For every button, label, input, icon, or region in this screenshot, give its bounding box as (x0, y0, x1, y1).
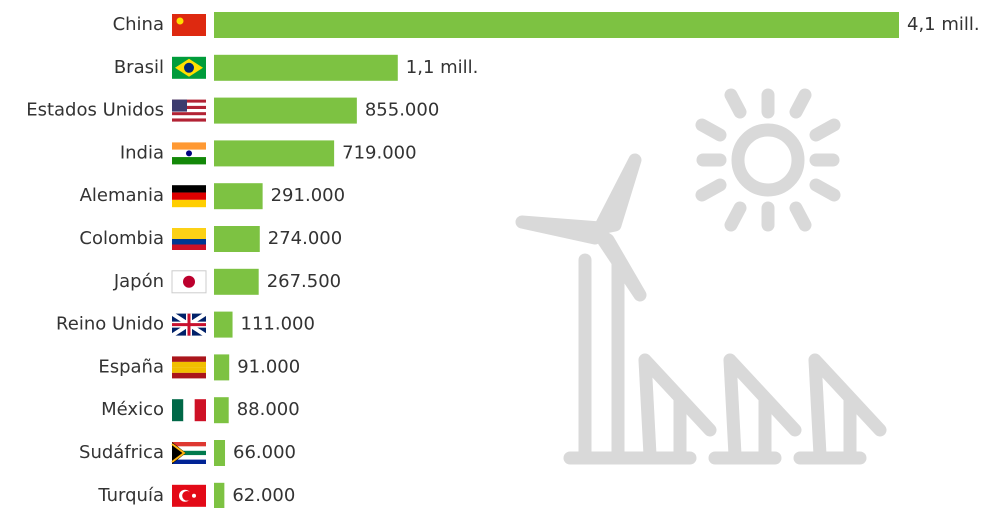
flag-part (172, 356, 206, 362)
value-label: 1,1 mill. (406, 57, 479, 78)
flag-part (172, 460, 206, 464)
category-label: China (113, 14, 164, 35)
category-label: Brasil (114, 57, 164, 78)
flag (172, 100, 206, 122)
flag (172, 314, 206, 336)
flag-part (172, 362, 206, 368)
category-label: Reino Unido (56, 314, 164, 335)
flag (172, 442, 206, 464)
flag-part (172, 442, 206, 446)
flag-part (172, 200, 206, 207)
flag-part (172, 100, 187, 112)
flag-part (172, 193, 206, 200)
bar (214, 354, 229, 380)
flag (172, 271, 206, 293)
value-label: 111.000 (241, 314, 315, 335)
flag (172, 57, 206, 79)
background-illustration (522, 95, 880, 458)
value-label: 88.000 (237, 399, 300, 420)
value-label: 4,1 mill. (907, 14, 980, 35)
category-label: Colombia (79, 228, 164, 249)
value-label: 855.000 (365, 100, 439, 121)
flag-part (183, 276, 195, 288)
flag-part (183, 399, 194, 421)
flag (172, 399, 206, 421)
bar (214, 55, 398, 81)
flag-part (172, 228, 206, 234)
flag (172, 356, 206, 378)
bar (214, 226, 260, 252)
flag-part (172, 115, 206, 118)
flag-part (172, 112, 206, 115)
flag (172, 142, 206, 164)
category-label: India (120, 142, 164, 163)
category-label: Turquía (97, 485, 164, 506)
category-label: Estados Unidos (26, 100, 164, 121)
category-label: Sudáfrica (79, 442, 164, 463)
flag (172, 14, 206, 36)
flags (172, 14, 206, 507)
flag-part (172, 185, 206, 192)
flag-part (172, 118, 206, 121)
bar (214, 12, 899, 38)
bar (214, 183, 263, 209)
flag-part (182, 491, 192, 501)
bar (214, 440, 225, 466)
flag-part (172, 239, 206, 245)
value-label: 91.000 (237, 356, 300, 377)
flag-part (172, 399, 183, 421)
bar (214, 312, 233, 338)
value-label: 291.000 (271, 185, 345, 206)
category-label: Japón (113, 271, 164, 292)
bar (214, 397, 229, 423)
flag-part (172, 373, 206, 379)
value-label: 66.000 (233, 442, 296, 463)
bar (214, 98, 357, 124)
flag-part (172, 234, 206, 240)
flag-part (172, 157, 206, 164)
category-label: México (101, 399, 164, 420)
value-label: 274.000 (268, 228, 342, 249)
flag-part (172, 245, 206, 251)
flag-part (172, 367, 206, 373)
flag (172, 485, 206, 507)
value-label: 267.500 (267, 271, 341, 292)
flag-part (172, 14, 206, 36)
flag-part (184, 63, 194, 73)
category-label: Alemania (80, 185, 164, 206)
flag-part (192, 494, 196, 498)
flag (172, 185, 206, 207)
flag-part (195, 399, 206, 421)
flag (172, 228, 206, 250)
flag-part (172, 142, 206, 149)
value-label: 62.000 (232, 485, 295, 506)
chart: China 4,1 mill. Brasil 1,1 mill. Estados Uni… (0, 0, 984, 508)
category-label: España (98, 356, 164, 377)
bar (214, 483, 224, 508)
bar (214, 269, 259, 295)
flag-part (186, 150, 192, 156)
bar (214, 140, 334, 166)
value-label: 719.000 (342, 142, 416, 163)
flag-part (177, 18, 184, 25)
